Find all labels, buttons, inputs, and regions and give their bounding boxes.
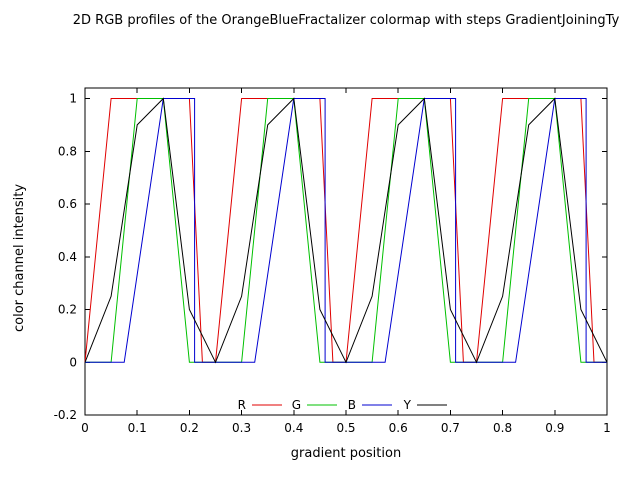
x-tick-label: 0.7	[441, 421, 460, 435]
x-tick-label: 1	[603, 421, 611, 435]
y-tick-label: 1	[69, 92, 77, 106]
y-tick-label: 0.2	[58, 303, 77, 317]
x-tick-label: 0.6	[389, 421, 408, 435]
series-G-line	[85, 98, 607, 363]
chart-title: 2D RGB profiles of the OrangeBlueFractal…	[72, 13, 620, 28]
y-tick-label: 0	[69, 355, 77, 369]
y-tick-label: 0.6	[58, 197, 77, 211]
legend-label-R: R	[238, 398, 246, 412]
legend-label-G: G	[292, 398, 301, 412]
x-axis-label: gradient position	[290, 446, 402, 461]
legend-label-Y: Y	[403, 398, 412, 412]
series-R-line	[84, 98, 607, 363]
series-Y-line	[84, 97, 608, 364]
x-tick-label: 0.4	[284, 421, 303, 435]
x-tick-label: 0.2	[180, 421, 199, 435]
y-tick-label: 0.4	[58, 250, 77, 264]
x-tick-label: 0.3	[232, 421, 251, 435]
plot-border	[84, 87, 608, 416]
y-tick-label: -0.2	[54, 408, 77, 422]
legend-label-B: B	[348, 398, 356, 412]
x-tick-label: 0	[81, 421, 89, 435]
y-tick-label: 0.8	[58, 144, 77, 158]
x-tick-label: 0.8	[493, 421, 512, 435]
series-B-line	[85, 98, 607, 363]
x-tick-label: 0.9	[545, 421, 564, 435]
x-tick-label: 0.5	[336, 421, 355, 435]
x-tick-label: 0.1	[128, 421, 147, 435]
